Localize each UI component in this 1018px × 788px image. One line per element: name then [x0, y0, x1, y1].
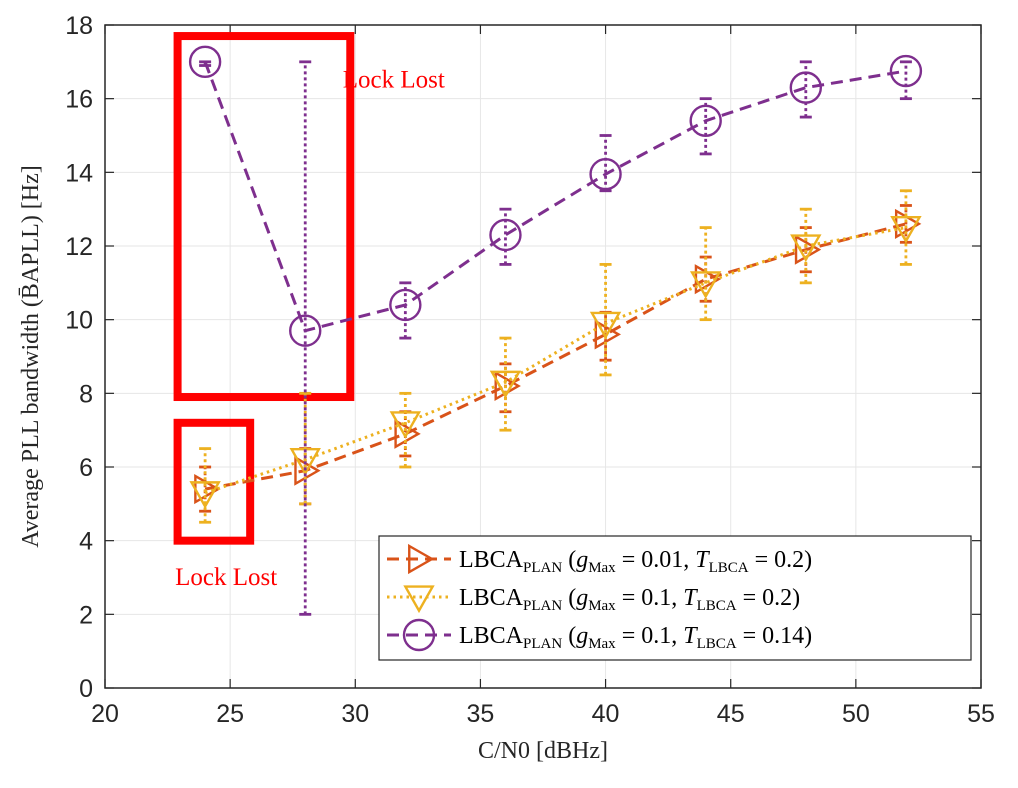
triangle-down-marker	[489, 370, 522, 399]
error-bar	[699, 97, 712, 156]
triangle-right-marker	[408, 543, 435, 575]
legend-item: LBCAPLAN (gMax = 0.1, TLBCA = 0.2)	[387, 585, 800, 614]
x-tick-label: 45	[717, 700, 745, 728]
triangle-right-marker	[594, 319, 621, 350]
error-bar	[899, 189, 912, 266]
data-series	[188, 45, 923, 616]
legend-box	[378, 535, 972, 661]
error-bar	[299, 60, 312, 616]
series-3	[188, 45, 923, 616]
error-bar	[699, 226, 712, 322]
error-bar	[799, 60, 812, 119]
lock-lost-box	[173, 32, 355, 402]
circle-marker	[889, 54, 923, 88]
lock-lost-label: Lock Lost	[343, 67, 445, 94]
legend-label: LBCAPLAN (gMax = 0.1, TLBCA = 0.2)	[459, 585, 800, 614]
triangle-down-marker	[389, 411, 422, 439]
circle-marker	[188, 45, 222, 79]
circle-marker	[289, 314, 322, 347]
error-bar	[199, 447, 212, 524]
legend: LBCAPLAN (gMax = 0.01, TLBCA = 0.2) LBCAP…	[378, 535, 972, 661]
circle-marker	[789, 71, 822, 104]
legend-label: LBCAPLAN (gMax = 0.01, TLBCA = 0.2)	[459, 547, 812, 576]
series-2	[189, 189, 922, 524]
y-tick-label: 10	[65, 307, 93, 335]
annotations: Lock Lost Lock Lost	[175, 67, 445, 591]
triangle-down-marker	[589, 311, 622, 340]
x-tick-label: 55	[967, 700, 995, 728]
x-tick-label: 40	[592, 700, 620, 728]
triangle-right-marker	[394, 418, 421, 449]
y-tick-label: 0	[79, 675, 93, 703]
axis-ticks: 20 25 30 35 40 45 50 55 0 2 4 6 8 10 12 14 16 18	[65, 12, 995, 728]
triangle-right-marker	[294, 455, 321, 486]
x-tick-label: 35	[467, 700, 495, 728]
x-tick-label: 25	[216, 700, 244, 728]
triangle-down-marker	[689, 271, 722, 299]
legend-item: LBCAPLAN (gMax = 0.01, TLBCA = 0.2)	[387, 543, 812, 576]
x-tick-label: 50	[842, 700, 870, 728]
triangle-down-marker	[890, 215, 922, 244]
error-bar	[599, 263, 612, 377]
axes-box	[104, 24, 982, 689]
y-tick-label: 12	[65, 233, 93, 261]
circle-marker	[402, 618, 436, 652]
y-tick-label: 14	[65, 159, 93, 187]
legend-label: LBCAPLAN (gMax = 0.1, TLBCA = 0.14)	[459, 623, 812, 652]
triangle-down-marker	[790, 234, 822, 263]
y-axis-label: Average PLL bandwidth (B̄APLL) [Hz]	[18, 165, 44, 548]
y-tick-label: 16	[65, 86, 93, 114]
circle-marker	[689, 104, 722, 137]
triangle-down-marker	[289, 448, 321, 476]
series-line	[203, 61, 907, 333]
y-tick-label: 4	[79, 528, 93, 556]
x-tick-label: 20	[91, 700, 119, 728]
legend-item: LBCAPLAN (gMax = 0.1, TLBCA = 0.14)	[387, 618, 812, 652]
y-tick-label: 8	[79, 380, 93, 408]
y-tick-label: 18	[65, 12, 93, 40]
circle-marker	[589, 157, 622, 191]
lock-lost-label: Lock Lost	[175, 564, 277, 591]
error-bar	[399, 281, 412, 340]
x-axis-label: C/N0 [dBHz]	[478, 738, 608, 764]
series-line	[204, 222, 907, 491]
error-bar	[899, 60, 912, 101]
circle-marker	[489, 218, 522, 252]
x-tick-label: 30	[341, 700, 369, 728]
error-bar	[399, 391, 412, 469]
y-tick-label: 2	[79, 601, 93, 629]
triangle-down-marker	[403, 585, 435, 614]
y-tick-label: 6	[79, 454, 93, 482]
error-bar	[499, 336, 512, 432]
circle-marker	[389, 288, 422, 322]
error-bar	[599, 134, 612, 193]
error-bar	[499, 207, 512, 266]
triangle-down-marker	[189, 481, 221, 509]
series-line	[204, 226, 907, 495]
